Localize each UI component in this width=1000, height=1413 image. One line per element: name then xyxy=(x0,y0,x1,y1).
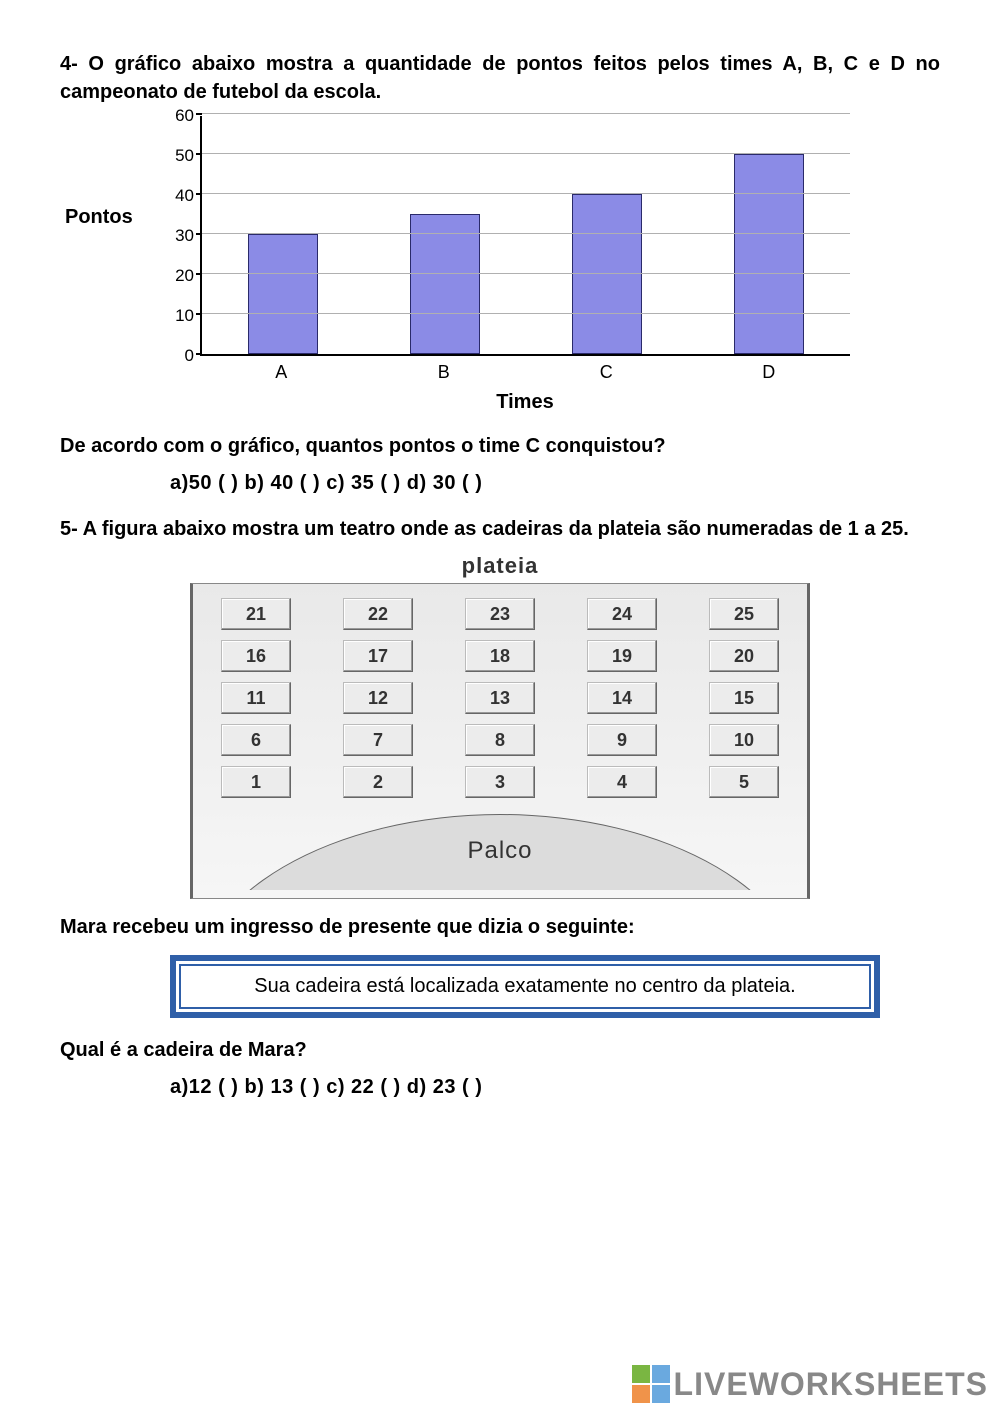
ytick-mark xyxy=(196,233,202,235)
ytick-label: 40 xyxy=(175,186,194,206)
seat-14: 14 xyxy=(587,682,657,714)
gridline xyxy=(202,233,850,234)
seat-18: 18 xyxy=(465,640,535,672)
ticket-callout: Sua cadeira está localizada exatamente n… xyxy=(170,955,880,1018)
watermark-square xyxy=(652,1365,670,1383)
ytick-mark xyxy=(196,153,202,155)
ytick-label: 50 xyxy=(175,146,194,166)
ytick-mark xyxy=(196,273,202,275)
stage: Palco xyxy=(213,814,787,890)
ticket-text: Sua cadeira está localizada exatamente n… xyxy=(254,975,795,997)
theater-figure: plateia 21222324251617181920111213141567… xyxy=(190,553,810,899)
q4-answers[interactable]: a)50 ( ) b) 40 ( ) c) 35 ( ) d) 30 ( ) xyxy=(60,472,940,495)
theater-box: 2122232425161718192011121314156789101234… xyxy=(190,583,810,899)
ytick-mark xyxy=(196,313,202,315)
watermark-logo xyxy=(632,1365,670,1403)
seat-21: 21 xyxy=(221,598,291,630)
seat-grid: 2122232425161718192011121314156789101234… xyxy=(213,598,787,798)
xtick-label: B xyxy=(409,362,479,383)
ytick-label: 60 xyxy=(175,106,194,126)
seat-1: 1 xyxy=(221,766,291,798)
q5-followup1: Mara recebeu um ingresso de presente que… xyxy=(60,913,940,941)
xtick-label: A xyxy=(246,362,316,383)
xtick-label: C xyxy=(571,362,641,383)
seat-10: 10 xyxy=(709,724,779,756)
seat-13: 13 xyxy=(465,682,535,714)
q5-answers[interactable]: a)12 ( ) b) 13 ( ) c) 22 ( ) d) 23 ( ) xyxy=(60,1076,940,1099)
theater-title: plateia xyxy=(190,553,810,579)
seat-2: 2 xyxy=(343,766,413,798)
stage-label: Palco xyxy=(467,837,532,865)
seat-19: 19 xyxy=(587,640,657,672)
ytick-label: 0 xyxy=(185,346,194,366)
chart-plot xyxy=(200,116,850,356)
ytick-label: 30 xyxy=(175,226,194,246)
watermark-square xyxy=(652,1385,670,1403)
seat-5: 5 xyxy=(709,766,779,798)
q4-prompt: 4- O gráfico abaixo mostra a quantidade … xyxy=(60,50,940,106)
seat-23: 23 xyxy=(465,598,535,630)
chart-yticks: 0102030405060 xyxy=(150,116,200,356)
chart-xticks: A B C D xyxy=(200,362,850,383)
ytick-mark xyxy=(196,353,202,355)
chart-bars xyxy=(202,116,850,354)
watermark-text: LIVEWORKSHEETS xyxy=(674,1366,988,1403)
q4-followup: De acordo com o gráfico, quantos pontos … xyxy=(60,432,940,460)
seat-3: 3 xyxy=(465,766,535,798)
gridline xyxy=(202,113,850,114)
seat-25: 25 xyxy=(709,598,779,630)
watermark-square xyxy=(632,1365,650,1383)
ytick-label: 10 xyxy=(175,306,194,326)
gridline xyxy=(202,153,850,154)
seat-11: 11 xyxy=(221,682,291,714)
gridline xyxy=(202,313,850,314)
seat-9: 9 xyxy=(587,724,657,756)
bar-B xyxy=(410,214,480,354)
seat-15: 15 xyxy=(709,682,779,714)
watermark-square xyxy=(632,1385,650,1403)
seat-8: 8 xyxy=(465,724,535,756)
bar-D xyxy=(734,154,804,354)
xtick-label: D xyxy=(734,362,804,383)
gridline xyxy=(202,193,850,194)
seat-17: 17 xyxy=(343,640,413,672)
bar-A xyxy=(248,234,318,354)
q5-prompt: 5- A figura abaixo mostra um teatro onde… xyxy=(60,515,940,543)
ytick-mark xyxy=(196,193,202,195)
seat-20: 20 xyxy=(709,640,779,672)
gridline xyxy=(202,273,850,274)
seat-22: 22 xyxy=(343,598,413,630)
ytick-mark xyxy=(196,113,202,115)
chart-ylabel: Pontos xyxy=(65,206,133,229)
ytick-label: 20 xyxy=(175,266,194,286)
q5-followup2: Qual é a cadeira de Mara? xyxy=(60,1036,940,1064)
seat-24: 24 xyxy=(587,598,657,630)
seat-6: 6 xyxy=(221,724,291,756)
seat-4: 4 xyxy=(587,766,657,798)
points-chart: Pontos 0102030405060 ABCD Times xyxy=(150,116,850,414)
chart-xlabel: Times xyxy=(200,391,850,414)
seat-7: 7 xyxy=(343,724,413,756)
seat-12: 12 xyxy=(343,682,413,714)
seat-16: 16 xyxy=(221,640,291,672)
bar-C xyxy=(572,194,642,354)
liveworksheets-watermark: LIVEWORKSHEETS xyxy=(632,1365,988,1403)
